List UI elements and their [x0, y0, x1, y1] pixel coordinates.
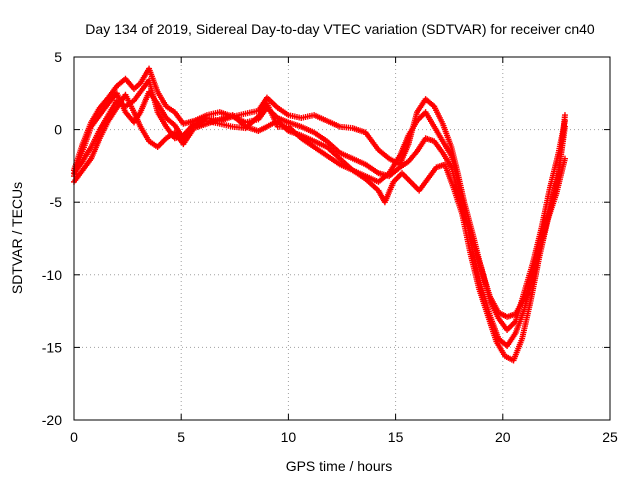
x-axis-label: GPS time / hours — [286, 458, 393, 474]
axis-ticks — [73, 56, 611, 421]
x-tick-label: 5 — [177, 429, 185, 445]
y-axis-label: SDTVAR / TECUs — [9, 182, 25, 294]
series-track-1 — [71, 88, 568, 333]
chart-title: Day 134 of 2019, Sidereal Day-to-day VTE… — [85, 21, 595, 37]
y-tick-label: -15 — [42, 339, 62, 355]
grid-lines — [74, 57, 610, 420]
data-point — [561, 112, 568, 119]
x-tick-label: 25 — [602, 429, 618, 445]
series-track-4 — [71, 77, 568, 349]
data-points — [71, 65, 568, 364]
tick-labels: 0 5 10 15 20 25 -20 -15 -10 -5 0 5 — [42, 49, 618, 445]
y-tick-label: 0 — [54, 122, 62, 138]
x-tick-label: 0 — [70, 429, 78, 445]
y-tick-label: -10 — [42, 267, 62, 283]
plot-frame — [73, 56, 611, 421]
y-tick-label: 5 — [54, 49, 62, 65]
x-tick-label: 20 — [495, 429, 511, 445]
y-tick-label: -5 — [50, 194, 63, 210]
data-point — [561, 123, 568, 130]
x-tick-label: 15 — [388, 429, 404, 445]
x-tick-label: 10 — [281, 429, 297, 445]
y-tick-label: -20 — [42, 412, 62, 428]
